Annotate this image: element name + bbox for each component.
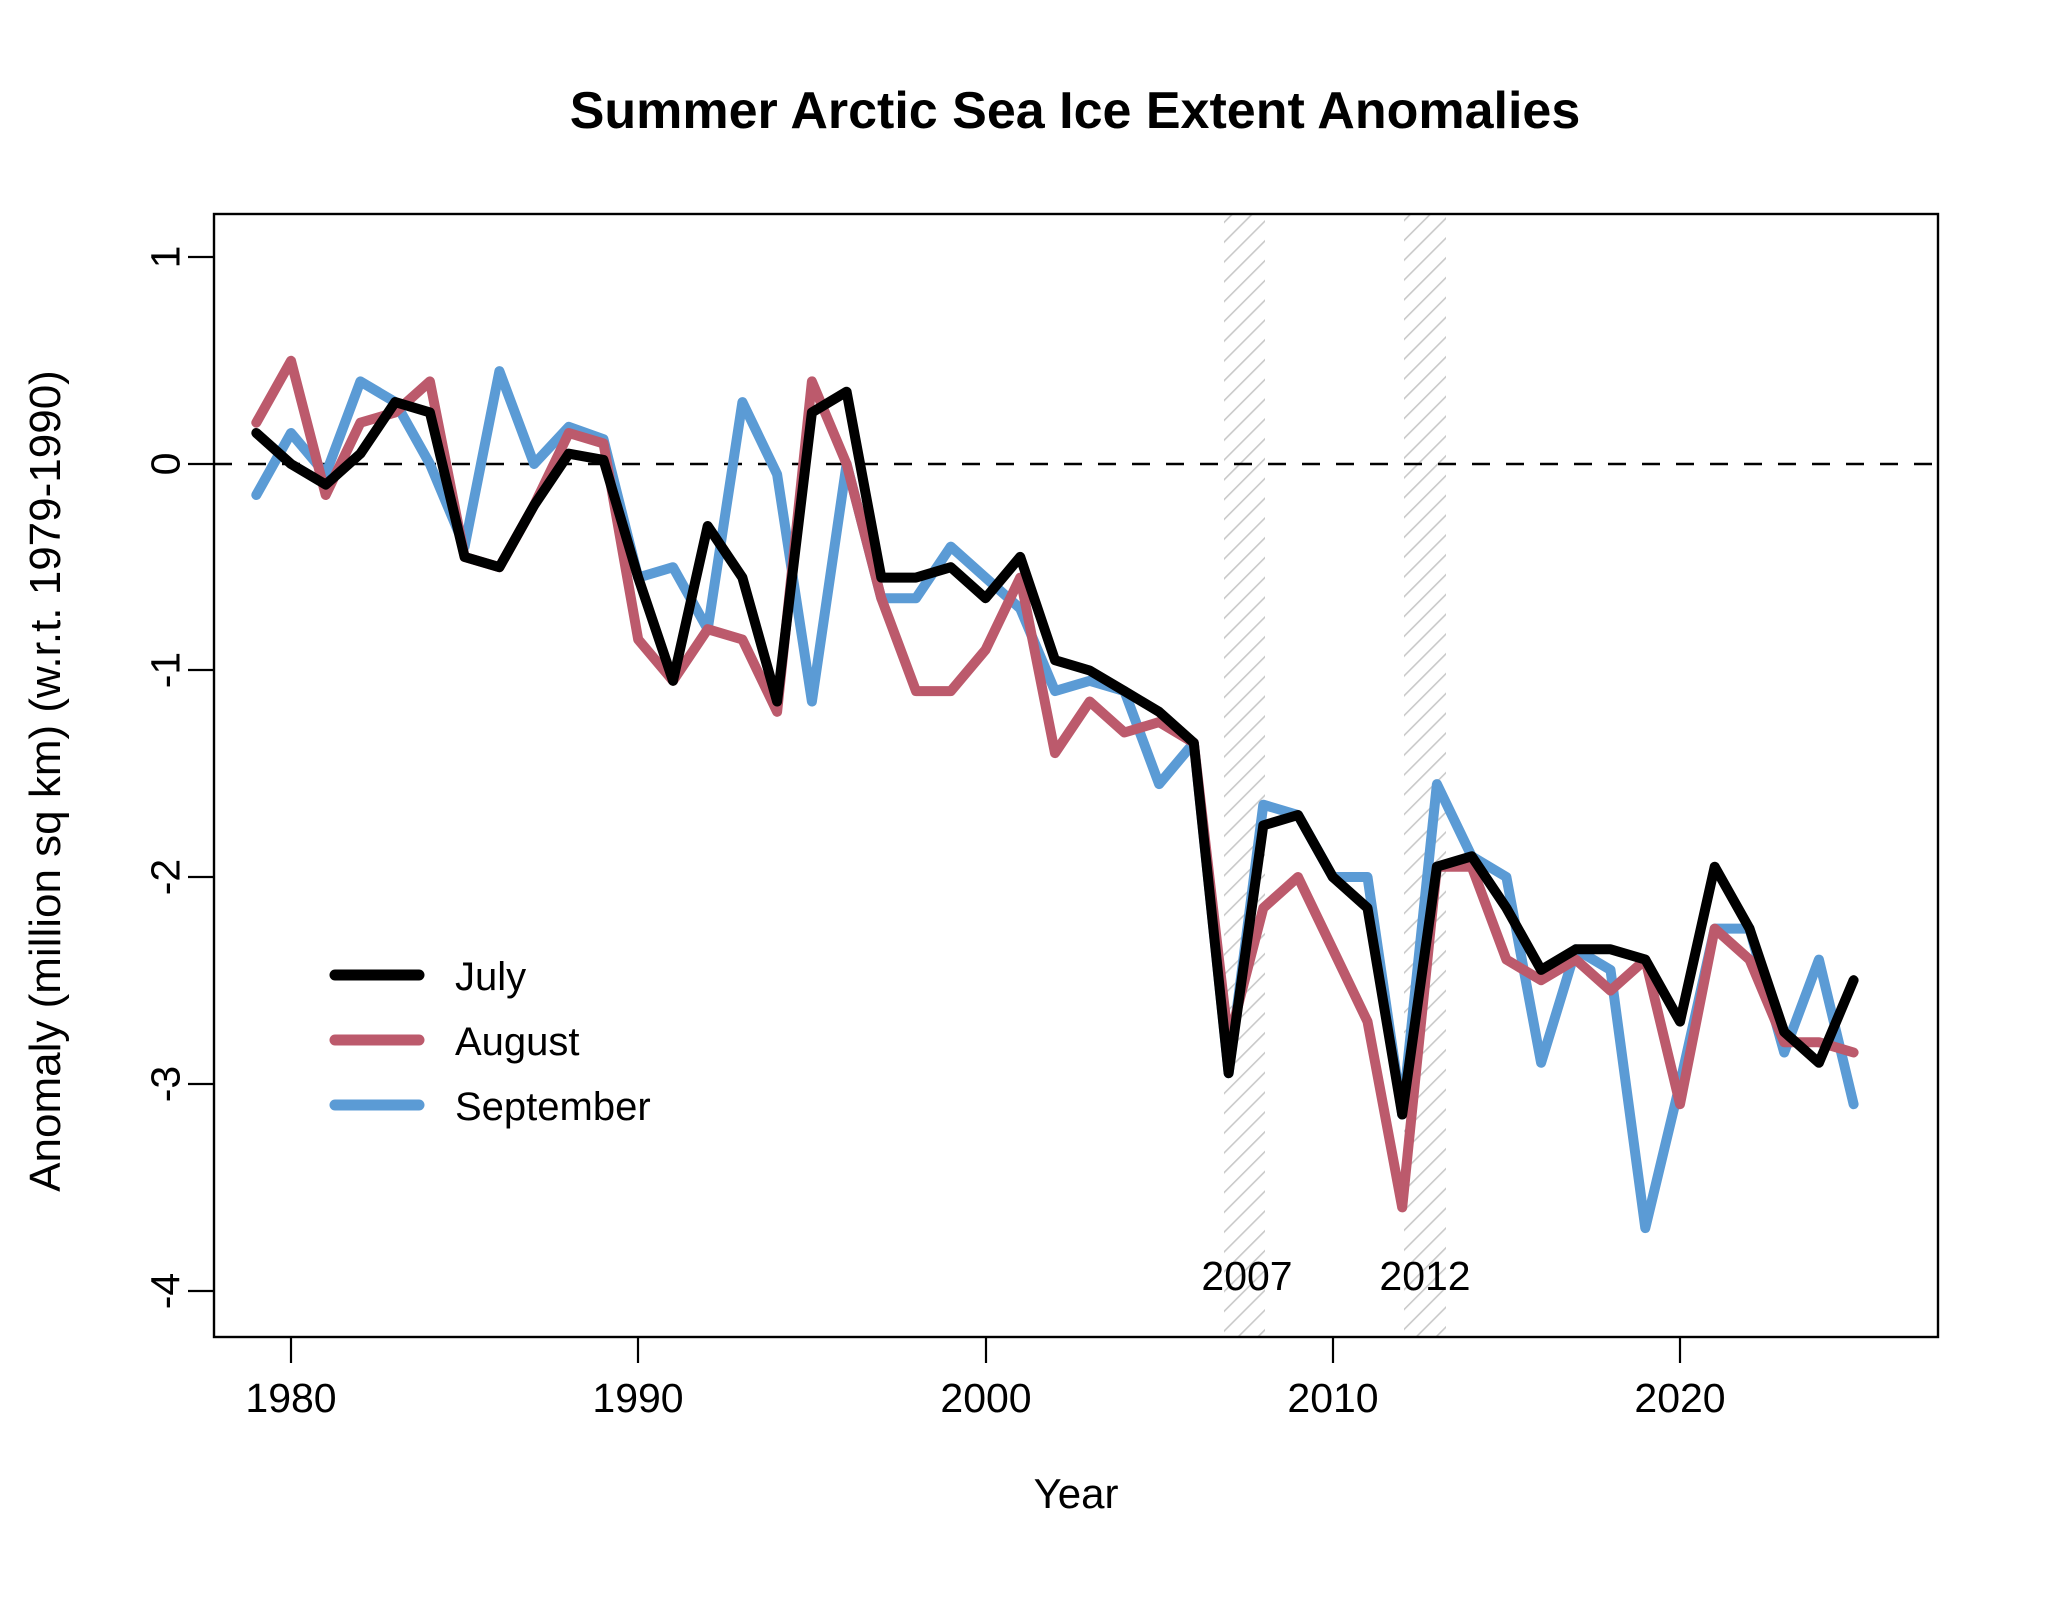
svg-text:2012: 2012 — [1379, 1253, 1470, 1299]
svg-text:2010: 2010 — [1287, 1375, 1378, 1421]
svg-text:Summer Arctic Sea Ice Extent A: Summer Arctic Sea Ice Extent Anomalies — [570, 82, 1581, 140]
svg-text:Anomaly (million sq km) (w.r.t: Anomaly (million sq km) (w.r.t. 1979-199… — [21, 370, 70, 1192]
svg-text:1990: 1990 — [592, 1375, 683, 1421]
svg-text:1: 1 — [142, 246, 188, 269]
svg-text:-3: -3 — [142, 1066, 188, 1102]
svg-text:July: July — [455, 955, 526, 999]
svg-text:1980: 1980 — [245, 1375, 336, 1421]
svg-text:0: 0 — [142, 453, 188, 476]
svg-text:Year: Year — [1034, 1470, 1119, 1517]
svg-text:2020: 2020 — [1634, 1375, 1725, 1421]
svg-text:-4: -4 — [142, 1273, 188, 1309]
svg-text:September: September — [455, 1085, 651, 1129]
svg-text:2000: 2000 — [940, 1375, 1031, 1421]
svg-text:-2: -2 — [142, 859, 188, 895]
svg-text:August: August — [455, 1020, 580, 1064]
svg-text:2007: 2007 — [1201, 1253, 1292, 1299]
svg-text:-1: -1 — [142, 652, 188, 688]
